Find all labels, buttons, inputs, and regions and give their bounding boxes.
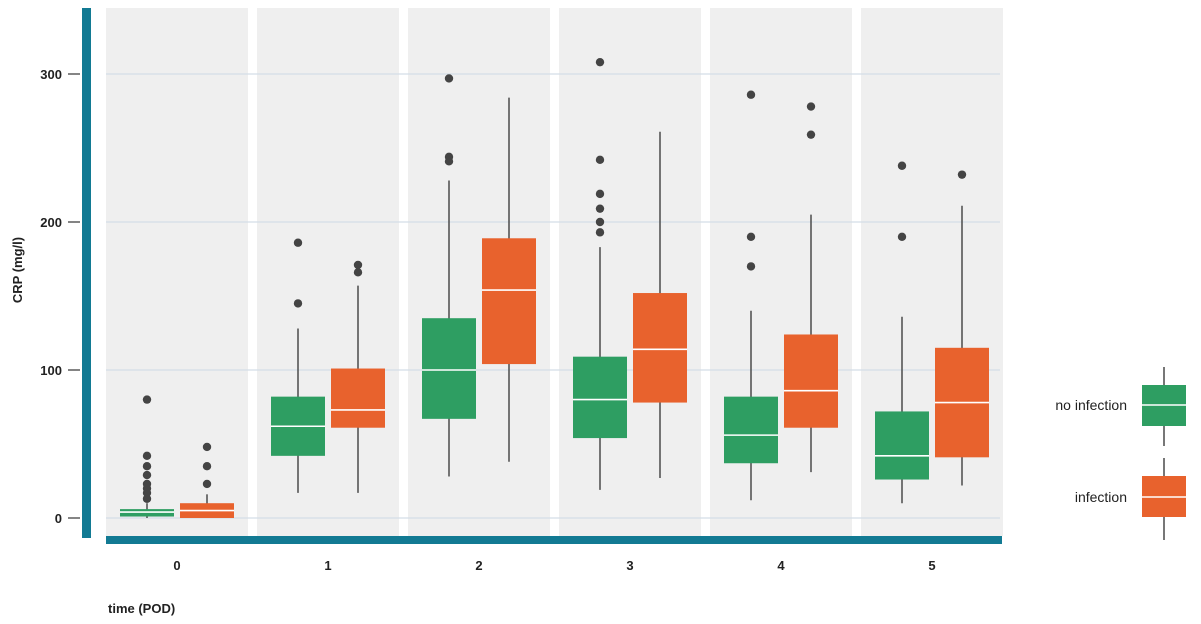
y-tick-label: 0 [55,511,62,526]
x-tick-label: 5 [928,558,935,573]
x-tick-labels: 0 1 2 3 4 5 [173,558,935,573]
outlier-point [897,161,907,170]
legend-item-infection: infection [1075,458,1186,540]
box-infection-pod-0 [180,442,234,518]
box-series [120,57,989,518]
outlier-point [595,189,605,199]
x-tick-label: 3 [626,558,633,573]
y-tick-label: 300 [40,67,62,82]
x-tick-label: 2 [475,558,482,573]
panel-background [559,8,701,536]
legend: no infection infection [1055,367,1186,540]
outlier-point [142,479,152,489]
outlier-point [202,462,212,471]
outlier-point [595,228,605,237]
box-no-infection-pod-4 [724,90,778,501]
outlier-point [293,299,303,308]
box [633,293,687,403]
outlier-point [806,130,816,139]
outlier-point [353,260,363,270]
box-infection-pod-3 [633,131,687,479]
box-infection-pod-1 [331,260,385,493]
box-infection-pod-4 [784,102,838,473]
outlier-point [142,494,152,503]
box [422,318,476,419]
outlier-point [202,442,212,452]
x-axis-title: time (POD) [108,601,175,616]
outlier-point [595,217,605,227]
box-no-infection-pod-0 [120,395,174,518]
box-infection-pod-2 [482,97,536,462]
x-tick-label: 0 [173,558,180,573]
y-tick-labels: 0 100 200 300 [40,67,62,526]
box [573,356,627,439]
outlier-point [142,470,152,480]
y-tick-label: 200 [40,215,62,230]
box [875,411,929,480]
box-no-infection-pod-1 [271,238,325,493]
outlier-point [142,395,152,404]
gridlines [106,73,1000,519]
box [331,368,385,428]
panel-backgrounds [106,8,1003,536]
outlier-point [897,232,907,241]
outlier-point [444,152,454,162]
outlier-point [595,204,605,213]
outlier-point [746,90,756,99]
outlier-point [142,462,152,471]
outlier-point [444,74,454,83]
panel-background [257,8,399,536]
legend-item-no-infection: no infection [1055,367,1186,446]
outlier-point [202,479,212,489]
legend-label: infection [1075,489,1127,505]
outlier-point [595,57,605,67]
outlier-point [142,451,152,461]
y-tick-label: 100 [40,363,62,378]
outlier-point [806,102,816,111]
outlier-point [746,232,756,241]
outlier-point [746,262,756,271]
outlier-point [353,268,363,277]
box-infection-pod-5 [935,170,989,486]
box-no-infection-pod-5 [875,161,929,504]
y-axis-line [82,8,91,538]
x-tick-label: 1 [324,558,331,573]
legend-label: no infection [1055,397,1127,413]
x-tick-label: 4 [777,558,785,573]
outlier-point [293,238,303,247]
outlier-point [595,155,605,165]
y-axis-title: CRP (mg/l) [10,237,25,303]
box [724,396,778,464]
x-axis-line [106,536,1002,544]
box-no-infection-pod-3 [573,57,627,490]
outlier-point [957,170,967,179]
panel-background [106,8,248,536]
box-no-infection-pod-2 [422,74,476,477]
box [482,238,536,365]
axes [68,8,1002,544]
box [784,334,838,428]
